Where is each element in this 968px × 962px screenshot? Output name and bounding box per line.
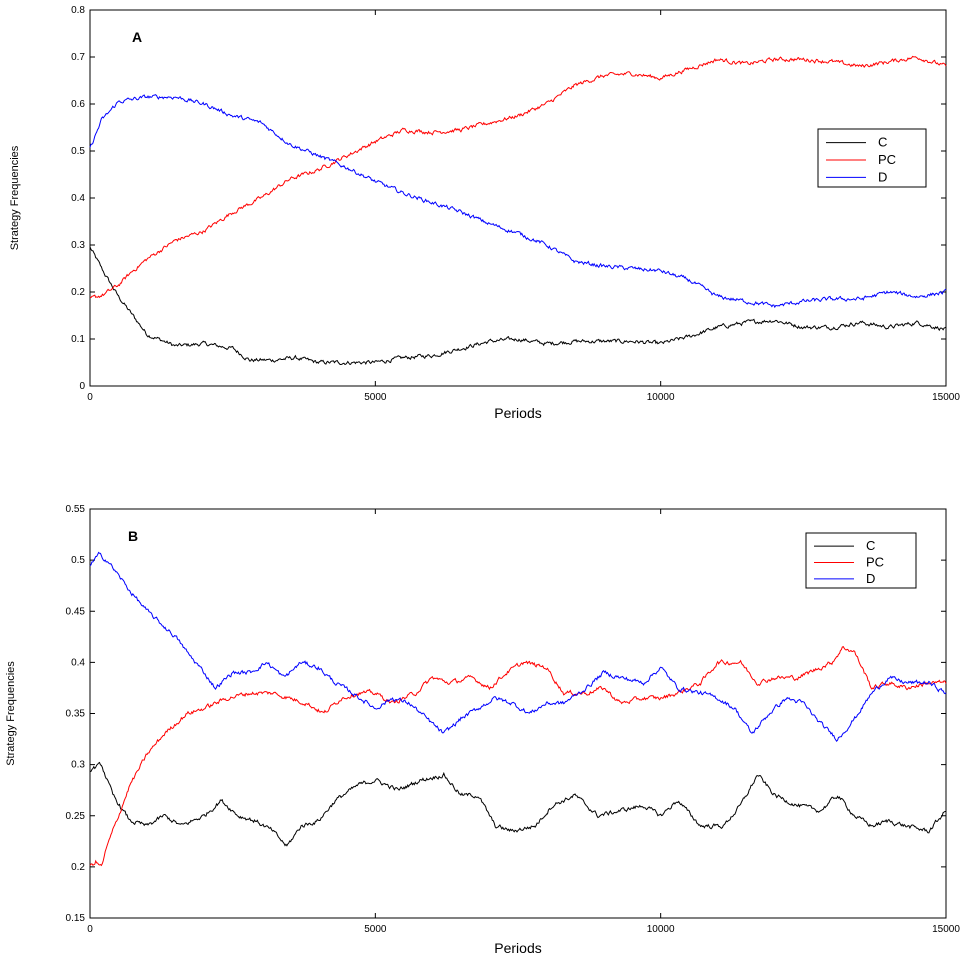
x-tick-label: 10000 <box>647 924 675 935</box>
y-axis-title: Strategy Frequencies <box>9 145 21 250</box>
legend-label-d: D <box>878 169 887 184</box>
series-line-pc <box>90 55 947 299</box>
y-tick-label: 0 <box>79 381 85 392</box>
y-tick-label: 0.5 <box>71 146 85 157</box>
legend-label-c: C <box>866 538 875 553</box>
y-tick-label: 0.15 <box>66 913 86 924</box>
y-tick-label: 0.25 <box>66 811 86 822</box>
x-axis-title: Periods <box>494 405 541 421</box>
legend-label-pc: PC <box>878 152 896 167</box>
y-tick-label: 0.45 <box>66 606 86 617</box>
x-tick-label: 0 <box>87 392 93 403</box>
series-line-c <box>89 246 947 366</box>
panel-label: A <box>132 29 142 45</box>
x-tick-label: 15000 <box>932 924 960 935</box>
legend-box <box>805 532 917 589</box>
y-tick-label: 0.2 <box>71 287 85 298</box>
y-tick-label: 0.4 <box>71 193 85 204</box>
y-tick-label: 0.1 <box>71 334 85 345</box>
x-tick-label: 0 <box>87 924 93 935</box>
series-line-d <box>89 551 947 743</box>
y-tick-label: 0.55 <box>66 504 86 515</box>
y-tick-label: 0.2 <box>71 862 85 873</box>
legend-label-pc: PC <box>866 555 884 570</box>
y-tick-label: 0.6 <box>71 99 85 110</box>
x-tick-label: 15000 <box>932 392 960 403</box>
x-axis-title: Periods <box>494 940 541 956</box>
series-line-d <box>89 94 947 309</box>
y-tick-label: 0.4 <box>71 657 85 668</box>
legend-label-c: C <box>878 135 887 150</box>
panel-label: B <box>128 528 138 544</box>
x-tick-label: 10000 <box>647 392 675 403</box>
plot-frame <box>89 9 947 387</box>
x-tick-label: 5000 <box>364 392 387 403</box>
chart-panel-a: 0 0.1 0.2 0.3 0.4 0.5 0.6 0.7 0.8 0 5000 10000 15000… <box>9 5 960 421</box>
y-tick-label: 0.3 <box>71 760 85 771</box>
series-line-c <box>89 761 946 847</box>
legend-label-d: D <box>866 571 875 586</box>
series-line-pc <box>89 645 947 867</box>
y-axis-title: Strategy Frequencies <box>5 661 17 766</box>
x-tick-label: 5000 <box>364 924 387 935</box>
y-tick-label: 0.8 <box>71 5 85 16</box>
y-tick-label: 0.3 <box>71 240 85 251</box>
y-tick-label: 0.35 <box>66 709 86 720</box>
chart-panel-b: 0.15 0.2 0.25 0.3 0.35 0.4 0.45 0.5 0.55 0 5000 100… <box>5 504 960 956</box>
y-tick-label: 0.5 <box>71 555 85 566</box>
legend-box <box>817 128 927 188</box>
y-tick-label: 0.7 <box>71 52 85 63</box>
